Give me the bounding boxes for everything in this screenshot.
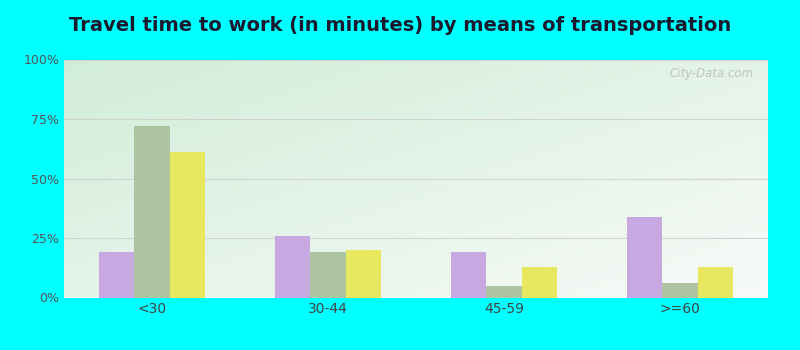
Bar bbox=[522, 267, 557, 298]
Bar bbox=[627, 217, 662, 298]
Legend: Public transportation - Illinois, Other means - Geneseo, Other means - Illinois: Public transportation - Illinois, Other … bbox=[133, 346, 699, 350]
Bar bbox=[698, 267, 733, 298]
Bar bbox=[170, 152, 205, 298]
Bar bbox=[310, 252, 346, 298]
Text: Travel time to work (in minutes) by means of transportation: Travel time to work (in minutes) by mean… bbox=[69, 16, 731, 35]
Bar bbox=[346, 250, 381, 298]
Bar bbox=[275, 236, 310, 298]
Text: City-Data.com: City-Data.com bbox=[670, 66, 754, 80]
Bar bbox=[99, 252, 134, 298]
Bar bbox=[662, 283, 698, 298]
Bar bbox=[134, 126, 170, 298]
Bar bbox=[451, 252, 486, 298]
Bar bbox=[486, 286, 522, 298]
